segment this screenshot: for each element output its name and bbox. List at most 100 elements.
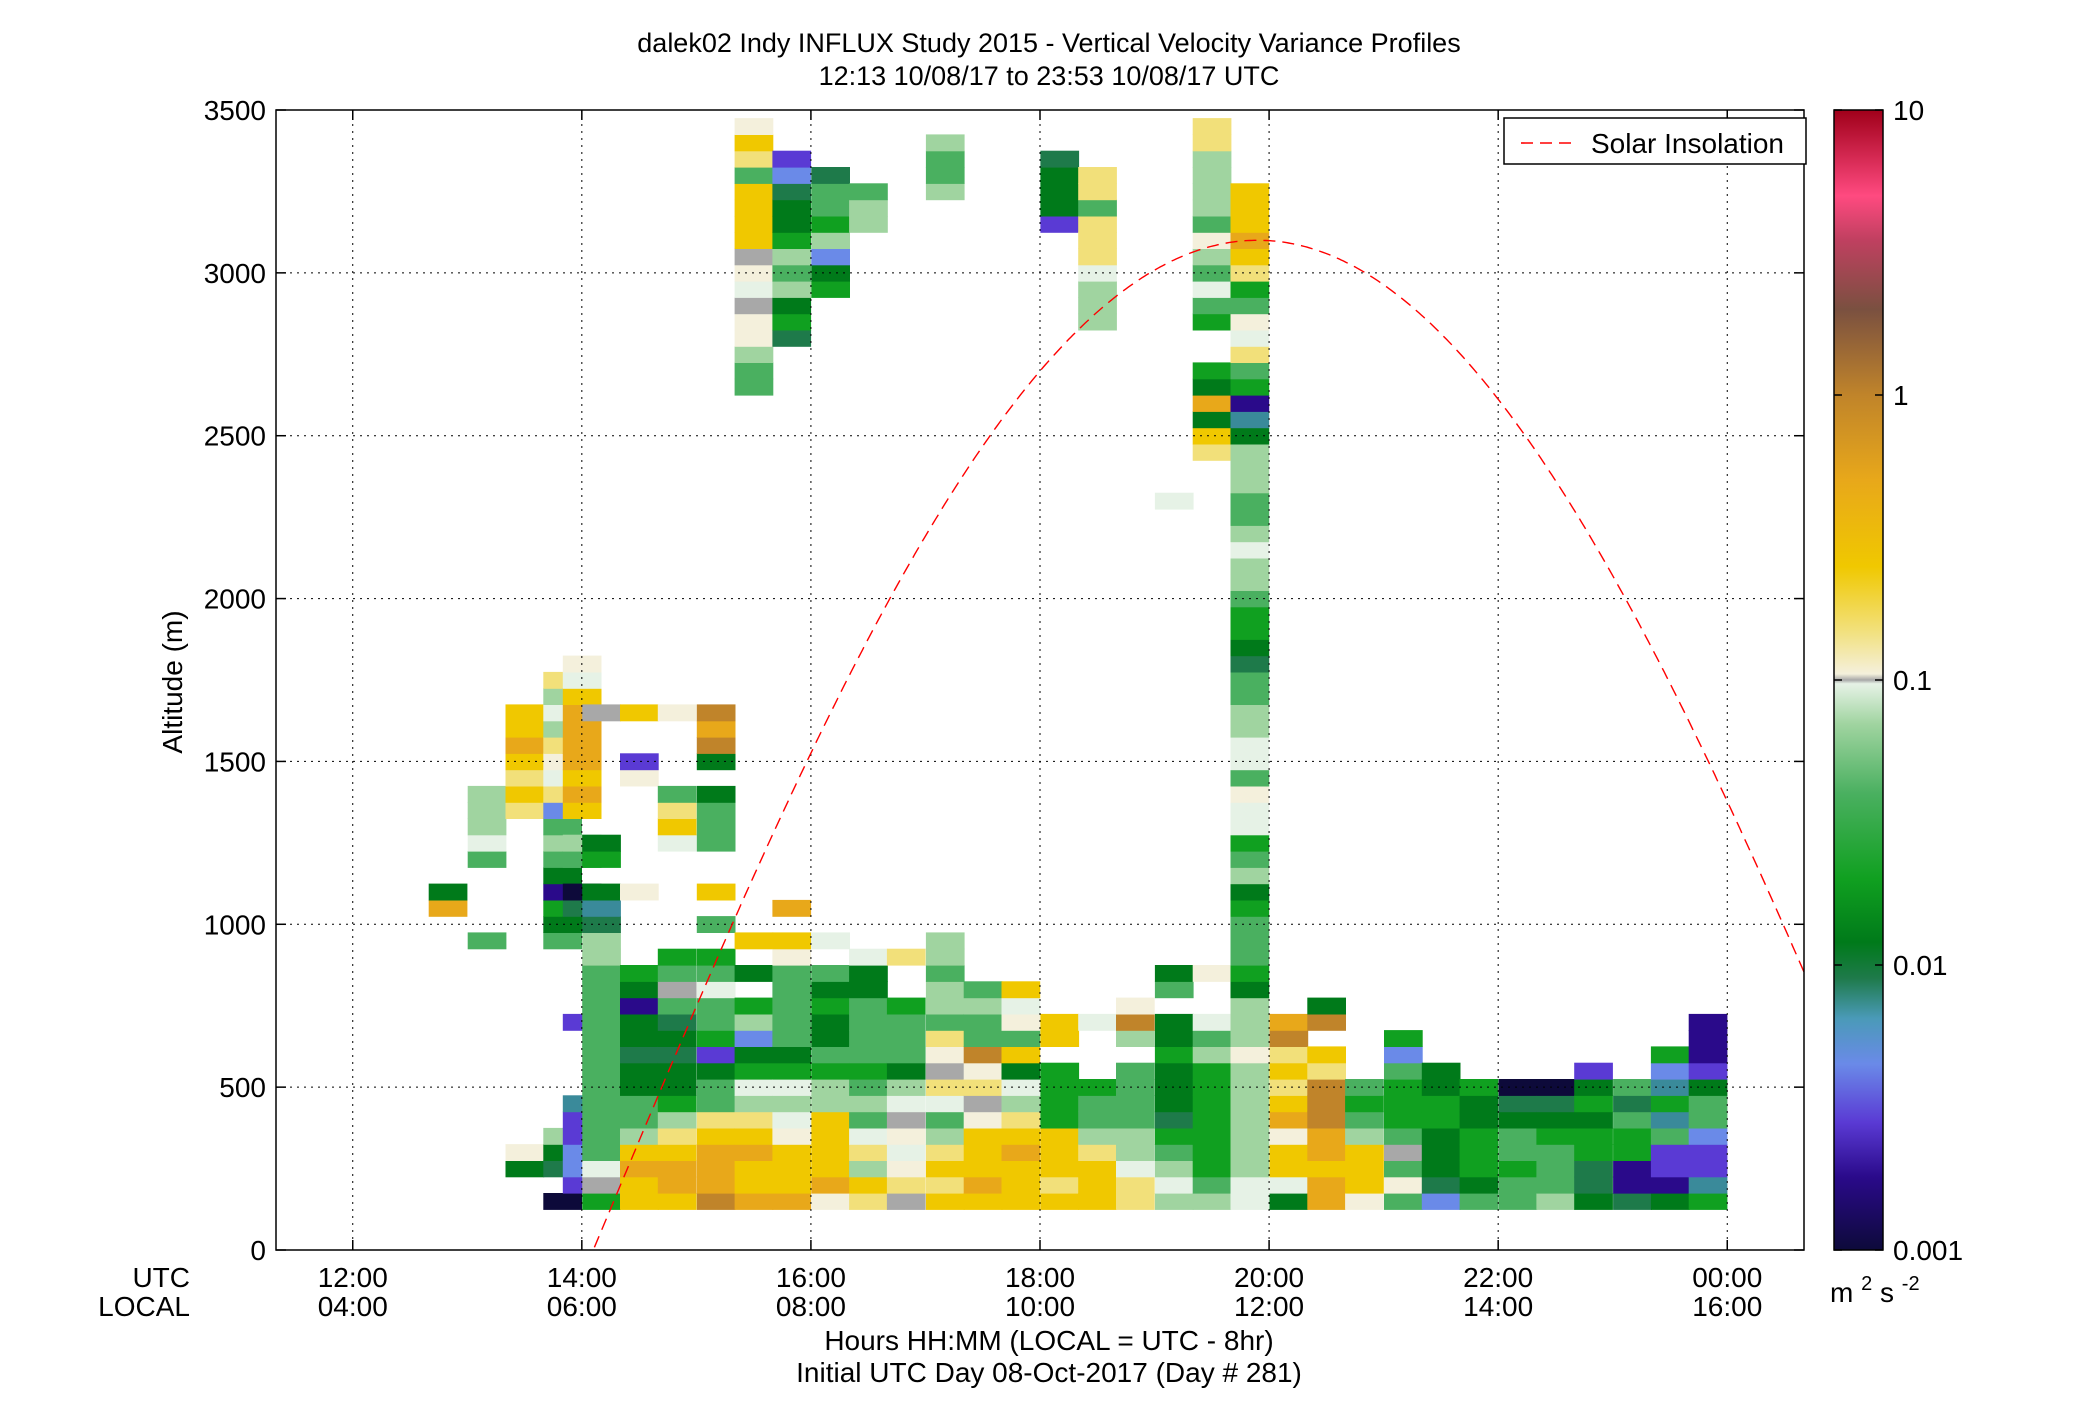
heatmap-cell — [1498, 1160, 1538, 1178]
heatmap-cell — [1269, 1095, 1309, 1113]
heatmap-cell — [1269, 1144, 1309, 1161]
heatmap-cell — [1269, 1176, 1309, 1194]
heatmap-cell — [734, 167, 774, 184]
heatmap-cell — [1230, 1144, 1270, 1161]
heatmap-cell — [925, 134, 965, 152]
heatmap-cell — [963, 981, 1003, 999]
heatmap-cell — [925, 1013, 965, 1031]
heatmap-cell — [1230, 411, 1270, 429]
x-tick-label-local: 04:00 — [318, 1291, 388, 1322]
colorbar-unit-base: m — [1830, 1277, 1853, 1308]
heatmap-cell — [925, 183, 965, 201]
heatmap-cell — [543, 932, 582, 950]
heatmap-cell — [467, 932, 507, 950]
heatmap-cell — [1230, 834, 1270, 852]
heatmap-cell — [1345, 1193, 1384, 1210]
heatmap-cell — [1384, 1193, 1423, 1210]
heatmap-cell — [1230, 378, 1270, 396]
heatmap-cell — [1230, 606, 1270, 624]
heatmap-cell — [1384, 1160, 1423, 1178]
heatmap-cell — [562, 720, 602, 738]
heatmap-cell — [582, 1030, 621, 1047]
heatmap-cell — [696, 802, 736, 819]
colorbar-unit: m 2 s -2 — [1830, 1265, 1920, 1308]
heatmap-cell — [811, 1013, 850, 1031]
heatmap-cell — [1384, 1127, 1423, 1145]
heatmap-cell — [1574, 1062, 1613, 1080]
heatmap-cell — [1230, 818, 1270, 836]
heatmap-cell — [772, 199, 812, 217]
heatmap-cell — [1078, 313, 1117, 331]
heatmap-cell — [657, 1030, 697, 1047]
heatmap-cell — [1192, 215, 1232, 233]
heatmap-cell — [657, 1176, 697, 1194]
heatmap-cell — [811, 932, 850, 950]
heatmap-cell — [772, 1111, 812, 1129]
heatmap-cell — [811, 1127, 850, 1145]
heatmap-cell — [657, 1079, 697, 1096]
heatmap-cell — [1230, 509, 1270, 526]
heatmap-cell — [734, 313, 774, 331]
heatmap-cell — [543, 818, 582, 836]
heatmap-cell — [734, 1030, 774, 1047]
heatmap-cell — [734, 183, 774, 201]
heatmap-cell — [582, 1127, 621, 1145]
heatmap-cell — [886, 1127, 926, 1145]
heatmap-cell — [1574, 1127, 1613, 1145]
heatmap-cell — [582, 1111, 621, 1129]
heatmap-cell — [467, 785, 507, 803]
heatmap-cell — [1001, 1095, 1041, 1113]
heatmap-cell — [1269, 1013, 1309, 1031]
heatmap-cell — [1230, 899, 1270, 917]
heatmap-cell — [620, 981, 659, 999]
heatmap-cell — [1345, 1144, 1384, 1161]
heatmap-cell — [925, 1095, 965, 1113]
heatmap-cell — [925, 997, 965, 1015]
heatmap-cell — [849, 965, 888, 982]
heatmap-cell — [1192, 1111, 1232, 1129]
heatmap-cell — [1192, 199, 1232, 217]
heatmap-cell — [1192, 313, 1232, 331]
x-tick-label-utc: 14:00 — [547, 1262, 617, 1293]
heatmap-cell — [734, 232, 774, 249]
heatmap-cell — [657, 704, 697, 722]
heatmap-cell — [620, 1193, 659, 1210]
heatmap-cell — [1116, 1193, 1155, 1210]
heatmap-cell — [1459, 1144, 1499, 1161]
heatmap-cell — [1421, 1176, 1461, 1194]
heatmap-cell — [1688, 1127, 1728, 1145]
heatmap-cell — [734, 362, 774, 380]
heatmap-cell — [467, 818, 507, 836]
heatmap-cell — [734, 297, 774, 315]
heatmap-cell — [1230, 476, 1270, 494]
heatmap-cell — [886, 1013, 926, 1031]
heatmap-cell — [582, 1160, 621, 1178]
x-row-label-local: LOCAL — [98, 1291, 190, 1322]
heatmap-cell — [620, 1127, 659, 1145]
heatmap-cell — [1040, 1013, 1080, 1031]
heatmap-cell — [696, 834, 736, 852]
heatmap-cell — [1192, 150, 1232, 168]
heatmap-cell — [1192, 1144, 1232, 1161]
heatmap-cell — [582, 851, 621, 868]
heatmap-cell — [772, 1062, 812, 1080]
heatmap-cell — [1650, 1193, 1690, 1210]
heatmap-cell — [696, 1013, 736, 1031]
heatmap-cell — [772, 981, 812, 999]
colorbar: 0.001 0.01 0.1 1 10 — [1833, 95, 1963, 1266]
heatmap-cell — [582, 981, 621, 999]
heatmap-cell — [1688, 1079, 1728, 1096]
heatmap-cell — [1536, 1079, 1576, 1096]
heatmap-cell — [1459, 1127, 1499, 1145]
heatmap-cell — [1498, 1095, 1538, 1113]
heatmap-cell — [1384, 1095, 1423, 1113]
colorbar-unit-s: s — [1880, 1277, 1894, 1308]
heatmap-cell — [772, 183, 812, 201]
heatmap-cell — [1688, 1030, 1728, 1047]
heatmap-cell — [1498, 1127, 1538, 1145]
heatmap-cell — [1001, 981, 1041, 999]
heatmap-cell — [925, 1046, 965, 1064]
heatmap-cell — [1154, 1030, 1194, 1047]
heatmap-cell — [696, 1046, 736, 1064]
heatmap-cell — [696, 948, 736, 966]
